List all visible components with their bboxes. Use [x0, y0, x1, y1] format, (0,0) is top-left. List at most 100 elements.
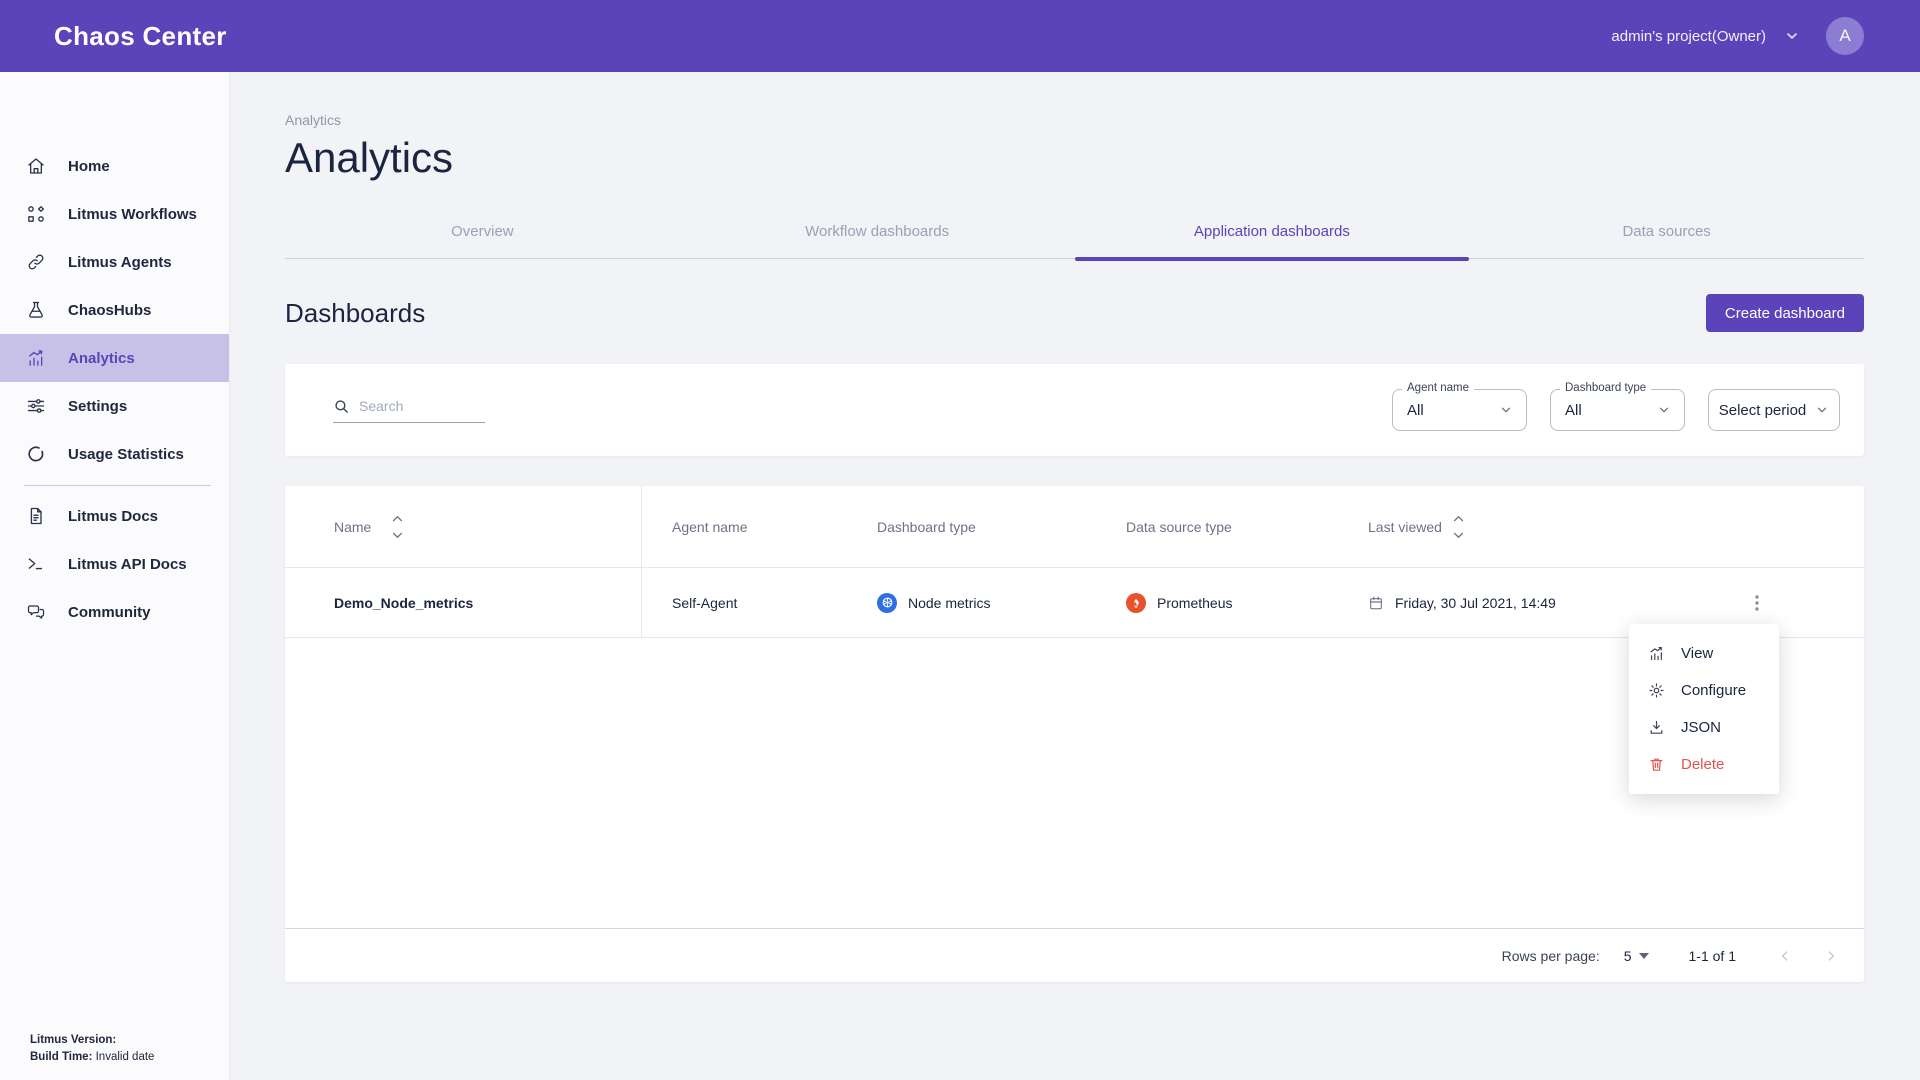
sidebar: Home Litmus Workflows Litmus Agents Chao… — [0, 72, 230, 1080]
gear-icon — [1649, 683, 1664, 698]
sidebar-item-label: Litmus Workflows — [68, 205, 197, 223]
row-cell-actions — [1650, 568, 1864, 637]
sort-descending-icon[interactable] — [1453, 532, 1464, 539]
menu-item-delete[interactable]: Delete — [1629, 746, 1779, 783]
dropdown-arrow-icon — [1638, 952, 1649, 959]
column-label: Dashboard type — [877, 518, 976, 535]
sort-control — [1453, 515, 1464, 539]
sidebar-item-label: ChaosHubs — [68, 301, 152, 319]
row-cell-name: Demo_Node_metrics — [285, 568, 642, 637]
sidebar-item-label: Litmus Agents — [68, 253, 172, 271]
sort-ascending-icon[interactable] — [392, 515, 403, 522]
node-metrics-icon — [877, 592, 897, 613]
sidebar-item-label: Litmus Docs — [68, 507, 159, 525]
agent-name-value: Self-Agent — [672, 594, 738, 611]
dashboard-type-select-label: Dashboard type — [1560, 382, 1652, 394]
dashboard-type-select-value: All — [1565, 401, 1582, 419]
column-header-actions — [1650, 486, 1864, 567]
column-label: Last viewed — [1368, 518, 1442, 535]
sidebar-item-litmus-agents[interactable]: Litmus Agents — [0, 238, 229, 286]
build-time-label: Build Time: — [30, 1051, 93, 1063]
sidebar-divider — [24, 485, 211, 486]
agent-name-select-value: All — [1407, 401, 1424, 419]
avatar[interactable]: A — [1826, 17, 1864, 55]
chevron-down-icon — [1657, 403, 1671, 417]
chat-bubbles-icon — [27, 605, 45, 619]
link-icon — [28, 254, 44, 270]
rows-per-page-label: Rows per page: — [1501, 947, 1600, 964]
sort-control — [392, 515, 403, 539]
pagination-bar: Rows per page: 5 1-1 of 1 — [285, 928, 1864, 982]
build-time-value: Invalid date — [95, 1051, 155, 1063]
kebab-menu-button[interactable] — [1743, 588, 1771, 618]
dashboard-type-select[interactable]: Dashboard type All — [1550, 382, 1685, 431]
row-context-menu: View Configure JSON Delete — [1629, 624, 1779, 794]
chevron-down-icon — [1815, 403, 1829, 417]
column-label: Name — [334, 518, 372, 535]
tab-application-dashboards[interactable]: Application dashboards — [1074, 204, 1470, 261]
sidebar-item-label: Usage Statistics — [68, 445, 184, 463]
agent-name-select-label: Agent name — [1402, 382, 1475, 394]
flask-icon — [29, 301, 43, 318]
column-header-agent-name: Agent name — [642, 486, 877, 567]
app-header: Chaos Center admin's project(Owner) A — [0, 0, 1920, 72]
sidebar-item-litmus-docs[interactable]: Litmus Docs — [0, 492, 229, 540]
tab-data-sources[interactable]: Data sources — [1622, 222, 1711, 240]
table-header: Name Agent name Dashboard type Data sour… — [285, 486, 1864, 568]
dashboard-type-value: Node metrics — [908, 594, 991, 611]
menu-item-label: Configure — [1681, 682, 1747, 699]
prometheus-icon — [1126, 592, 1146, 613]
sliders-icon — [27, 399, 45, 413]
download-icon — [1650, 720, 1663, 734]
column-header-last-viewed: Last viewed — [1368, 486, 1650, 567]
sidebar-item-litmus-workflows[interactable]: Litmus Workflows — [0, 190, 229, 238]
page-title: Analytics — [285, 134, 454, 181]
rows-per-page-select[interactable]: 5 — [1624, 948, 1649, 964]
terminal-icon — [28, 558, 43, 570]
previous-page-button[interactable] — [1774, 945, 1796, 967]
app-title: Chaos Center — [54, 20, 227, 51]
select-period-button[interactable]: Select period — [1708, 389, 1840, 431]
select-period-label: Select period — [1718, 401, 1807, 419]
document-icon — [30, 507, 42, 525]
sort-ascending-icon[interactable] — [1453, 515, 1464, 522]
row-cell-data-source-type: Prometheus — [1126, 568, 1368, 637]
menu-item-configure[interactable]: Configure — [1629, 672, 1779, 709]
trash-icon — [1650, 758, 1663, 771]
sidebar-item-usage-statistics[interactable]: Usage Statistics — [0, 430, 229, 478]
filter-selects: Agent name All Dashboard type All Select… — [1392, 382, 1840, 431]
sidebar-item-settings[interactable]: Settings — [0, 382, 229, 430]
column-header-name: Name — [285, 486, 642, 567]
data-source-type-value: Prometheus — [1157, 594, 1233, 611]
sidebar-item-label: Community — [68, 603, 151, 621]
sidebar-item-analytics[interactable]: Analytics — [0, 334, 229, 382]
sort-descending-icon[interactable] — [392, 532, 403, 539]
agent-name-select[interactable]: Agent name All — [1392, 382, 1527, 431]
menu-item-view[interactable]: View — [1629, 635, 1779, 672]
tab-workflow-dashboards[interactable]: Workflow dashboards — [805, 222, 950, 240]
create-dashboard-button[interactable]: Create dashboard — [1705, 294, 1864, 332]
dashboards-table: Name Agent name Dashboard type Data sour… — [285, 486, 1864, 982]
tab-overview[interactable]: Overview — [451, 222, 514, 240]
section-header: Dashboards Create dashboard — [285, 294, 1864, 332]
search-input[interactable] — [359, 398, 485, 414]
menu-item-label: JSON — [1681, 719, 1722, 736]
tab-bar: Overview Workflow dashboards Application… — [285, 204, 1864, 261]
next-page-button[interactable] — [1820, 945, 1842, 967]
donut-icon — [28, 446, 44, 462]
row-cell-agent-name: Self-Agent — [642, 568, 877, 637]
sidebar-item-community[interactable]: Community — [0, 588, 229, 636]
sidebar-item-litmus-api-docs[interactable]: Litmus API Docs — [0, 540, 229, 588]
menu-item-json[interactable]: JSON — [1629, 709, 1779, 746]
bar-chart-icon — [29, 350, 43, 366]
sidebar-item-label: Litmus API Docs — [68, 555, 187, 573]
menu-item-label: Delete — [1681, 756, 1725, 773]
project-selector[interactable]: admin's project(Owner) — [1611, 27, 1766, 45]
sidebar-item-home[interactable]: Home — [0, 142, 229, 190]
table-row[interactable]: Demo_Node_metrics Self-Agent Node metric… — [285, 568, 1864, 638]
sidebar-item-chaoshubs[interactable]: ChaosHubs — [0, 286, 229, 334]
column-header-dashboard-type: Dashboard type — [877, 486, 1126, 567]
breadcrumb[interactable]: Analytics — [285, 112, 342, 128]
chevron-down-icon[interactable] — [1784, 28, 1800, 44]
